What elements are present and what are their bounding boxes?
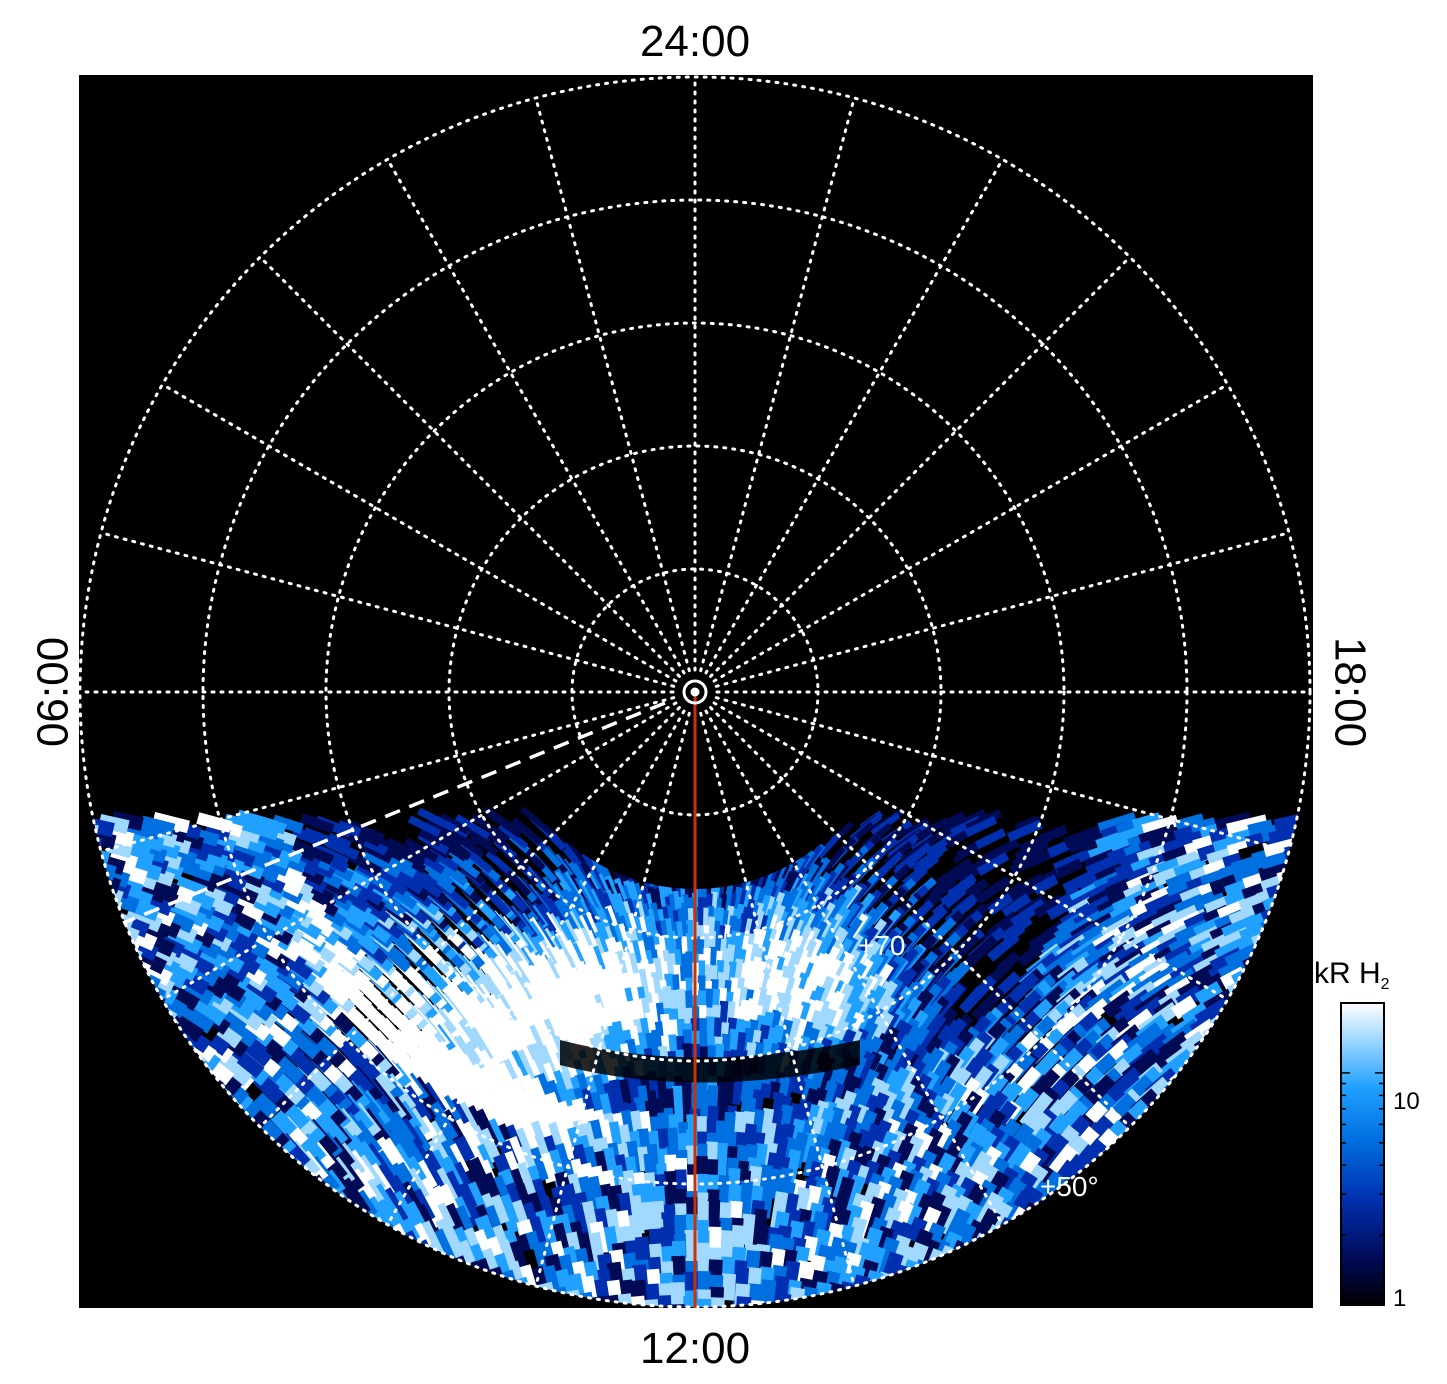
emission-cell: [964, 815, 998, 838]
emission-cell: [449, 828, 478, 850]
emission-cell: [403, 837, 439, 863]
emission-cell: [418, 828, 443, 847]
emission-cell: [439, 813, 471, 835]
emission-cell: [482, 806, 521, 835]
emission-cell: [470, 813, 510, 843]
emission-cell: [485, 850, 512, 874]
emission-cell: [553, 871, 572, 894]
pole-marker-dot: [690, 687, 700, 697]
colorbar-tick-10: 10: [1393, 1088, 1420, 1115]
latitude-label-50: +50°: [1040, 1171, 1099, 1202]
emission-cell: [497, 823, 529, 850]
latitude-label-70: +70: [858, 930, 906, 961]
colorbar-title: kR H2: [1314, 957, 1390, 993]
emission-cell: [939, 810, 967, 830]
colorbar-tick-1: 1: [1393, 1285, 1406, 1312]
emission-cell: [821, 846, 847, 874]
emission-cell: [454, 814, 491, 840]
emission-cell: [511, 817, 543, 845]
emission-cell: [817, 833, 840, 859]
emission-cell: [467, 851, 494, 874]
colorbar: kR H2 10 1: [1314, 957, 1420, 1312]
local-time-label-bottom: 12:00: [640, 1324, 750, 1373]
colorbar-gradient: [1340, 1002, 1385, 1306]
emission-cell: [407, 815, 442, 838]
emission-cell: [870, 812, 901, 837]
emission-cell: [520, 806, 556, 838]
local-time-label-top: 24:00: [640, 17, 750, 66]
emission-cell: [427, 846, 460, 872]
colorbar-title-subscript: 2: [1381, 976, 1390, 993]
emission-cell: [417, 807, 457, 833]
emission-cell: [974, 828, 1007, 850]
local-time-label-left: 06:00: [29, 637, 78, 747]
local-time-label-right: 18:00: [1325, 637, 1374, 747]
